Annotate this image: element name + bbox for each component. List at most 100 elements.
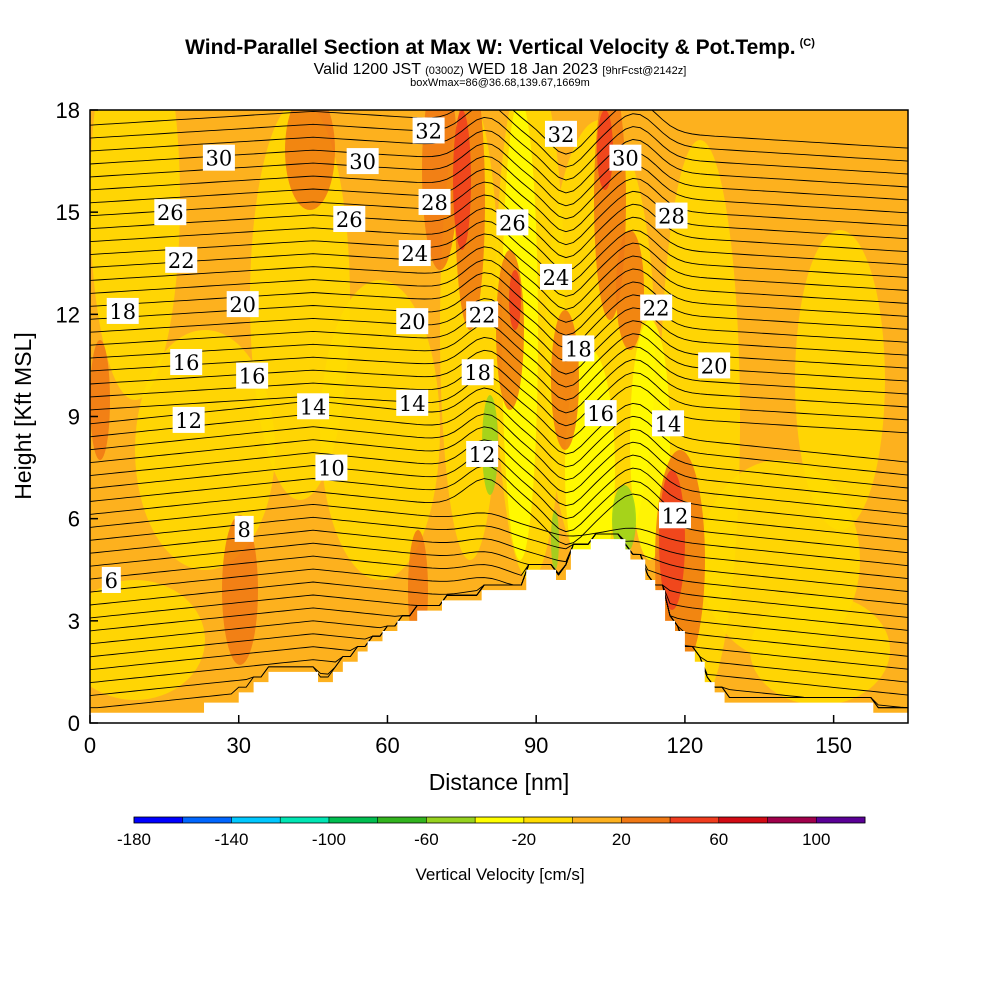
- velocity-region: [135, 330, 275, 570]
- box-info: boxWmax=86@36.68,139.67,1669m: [410, 77, 590, 89]
- colorbar-bin: [328, 817, 379, 823]
- theta-contour-line: [90, 533, 908, 631]
- colorbar-bin: [426, 817, 476, 823]
- theta-contour-line: [90, 533, 908, 618]
- x-tick-label: 150: [815, 733, 852, 758]
- contour-label-box: [418, 188, 451, 215]
- velocity-region: [496, 250, 524, 410]
- contour-labels: 6 8 10 12 14 14 16 16 18 20 20 22 24 26 26 28 30 30 32 22 18…: [101, 117, 731, 593]
- theta-contours: [90, 110, 908, 709]
- colorbar-bin: [718, 817, 769, 823]
- theta-contour-line: [90, 246, 908, 310]
- contour-label-box: [658, 502, 691, 529]
- contour-label: 16: [239, 365, 266, 389]
- contour-label-box: [236, 362, 269, 389]
- contour-label-box: [466, 440, 499, 467]
- contour-label: 24: [401, 242, 428, 266]
- contour-label: 18: [464, 361, 491, 385]
- contour-label-box: [396, 389, 429, 416]
- velocity-region: [90, 110, 180, 400]
- y-tick-label: 15: [56, 200, 80, 225]
- contour-label-box: [698, 352, 731, 379]
- valid-date: WED 18 Jan 2023: [468, 61, 598, 78]
- chart-title: Wind-Parallel Section at Max W: Vertical…: [0, 36, 1000, 60]
- theta-contour-line: [90, 439, 908, 515]
- theta-contour-line: [90, 362, 908, 427]
- contour-label: 30: [612, 147, 639, 171]
- contour-label-box: [154, 199, 187, 226]
- theta-contour-line: [90, 452, 908, 528]
- velocity-region: [509, 270, 521, 330]
- contour-label-box: [496, 209, 529, 236]
- contour-label-box: [540, 263, 573, 290]
- colorbar-tick-label: -100: [312, 830, 346, 849]
- chart-subtitle: Valid 1200 JST (0300Z) WED 18 Jan 2023 […: [0, 61, 1000, 79]
- theta-contour-line: [90, 529, 908, 592]
- y-tick-label: 18: [56, 98, 80, 123]
- contour-label: 22: [469, 303, 496, 327]
- y-tick-label: 6: [68, 507, 80, 532]
- colorbar-bin: [767, 817, 817, 823]
- colorbar-tick-label: 100: [802, 830, 830, 849]
- contour-label-box: [346, 148, 379, 175]
- contour-label-box: [297, 393, 330, 420]
- x-tick-label: 0: [84, 733, 96, 758]
- velocity-region: [612, 485, 636, 555]
- valid-zulu: (0300Z): [425, 65, 464, 77]
- theta-contour-line: [90, 349, 908, 414]
- theta-contour-line: [90, 311, 908, 375]
- contour-label: 20: [399, 310, 426, 334]
- colorbar-bin: [182, 817, 232, 823]
- theta-contour-line: [90, 323, 908, 388]
- colorbar-bin: [670, 817, 720, 823]
- contour-label: 32: [415, 119, 442, 143]
- contour-label: 8: [237, 518, 250, 542]
- velocity-region: [659, 470, 685, 610]
- theta-contour-line: [90, 478, 908, 554]
- contour-label-box: [412, 117, 445, 144]
- theta-contour-line: [90, 413, 908, 489]
- theta-contour-line: [90, 503, 908, 567]
- theta-contour-line: [90, 426, 908, 502]
- theta-contour-line: [90, 285, 908, 349]
- contour-label-box: [544, 120, 577, 147]
- contour-label: 12: [469, 443, 496, 467]
- contour-label: 12: [662, 504, 689, 528]
- velocity-region: [750, 595, 890, 705]
- colorbar-tick-label: -60: [414, 830, 439, 849]
- y-axis-label: Height [Kft MSL]: [10, 332, 36, 499]
- contour-label-box: [609, 144, 642, 171]
- x-axis-label: Distance [nm]: [429, 769, 570, 795]
- colorbar-tick-label: 20: [612, 830, 631, 849]
- contour-label: 12: [175, 409, 202, 433]
- x-tick-label: 90: [524, 733, 548, 758]
- contour-label: 22: [643, 297, 670, 321]
- velocity-region: [90, 580, 205, 700]
- contour-label: 30: [349, 150, 376, 174]
- colorbar-tick-label: -140: [214, 830, 248, 849]
- theta-contour-line: [90, 516, 908, 580]
- velocity-region: [551, 510, 559, 570]
- y-axis: 0 3 6 9 12 15 18: [56, 98, 98, 736]
- y-tick-label: 12: [56, 302, 80, 327]
- contour-label: 14: [300, 395, 327, 419]
- contour-label: 30: [206, 147, 233, 171]
- theta-contour-line: [90, 272, 908, 336]
- y-tick-label: 0: [68, 711, 80, 736]
- colorbar-bin: [523, 817, 574, 823]
- contour-label: 16: [587, 402, 614, 426]
- contour-label: 26: [157, 201, 184, 225]
- x-tick-label: 120: [667, 733, 704, 758]
- theta-contour-line: [90, 168, 908, 233]
- contour-label-box: [234, 515, 254, 542]
- colorbar-label: Vertical Velocity [cm/s]: [415, 865, 584, 884]
- velocity-region: [422, 110, 458, 270]
- velocity-region: [795, 230, 885, 530]
- x-tick-label: 60: [375, 733, 399, 758]
- colorbar-bin: [572, 817, 622, 823]
- contour-label-box: [584, 400, 617, 427]
- contour-label: 14: [655, 412, 682, 436]
- contour-label-box: [396, 308, 429, 335]
- contour-label: 6: [105, 569, 118, 593]
